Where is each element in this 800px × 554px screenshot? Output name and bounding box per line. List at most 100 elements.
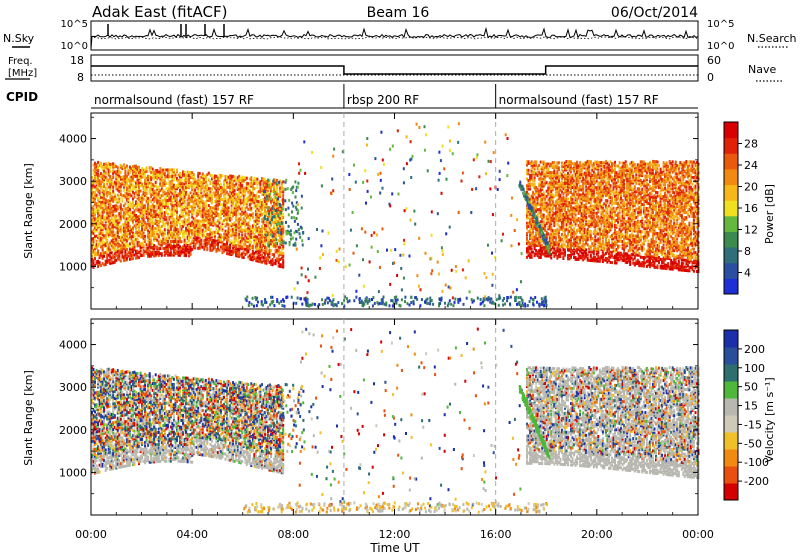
- power-cell: [259, 188, 262, 192]
- power-cell: [217, 245, 219, 248]
- power-cell: [141, 202, 144, 206]
- power-cell: [150, 184, 153, 188]
- power-cell: [97, 264, 100, 268]
- power-cell: [145, 176, 148, 180]
- power-cell: [271, 230, 274, 234]
- power-cell: [172, 212, 175, 216]
- power-cell: [166, 192, 169, 196]
- power-cell: [156, 238, 159, 242]
- power-cell: [215, 203, 218, 207]
- power-cell: [257, 200, 260, 204]
- power-cell: [101, 178, 104, 182]
- power-cell: [142, 216, 145, 220]
- power-cell: [248, 197, 251, 201]
- power-cell: [118, 195, 121, 199]
- power-cell: [529, 211, 532, 215]
- power-cell: [118, 200, 121, 204]
- power-cell: [544, 201, 547, 205]
- power-cell: [110, 220, 113, 224]
- power-cell: [179, 183, 181, 187]
- power-cell: [223, 213, 225, 217]
- power-cell: [150, 239, 153, 243]
- power-cell: [557, 161, 560, 165]
- power-cell: [165, 240, 168, 243]
- power-cell: [92, 262, 95, 266]
- power-cell: [171, 207, 174, 211]
- power-cell: [262, 250, 265, 254]
- power-cell: [271, 207, 274, 211]
- power-cell: [197, 229, 200, 233]
- power-cell: [259, 260, 262, 264]
- power-cell: [379, 178, 382, 182]
- power-cell: [189, 242, 192, 246]
- power-cell: [118, 184, 121, 188]
- power-cell: [177, 219, 180, 223]
- power-cell: [235, 213, 238, 217]
- power-cell: [110, 213, 113, 217]
- power-cell: [271, 234, 274, 238]
- power-cell: [238, 193, 241, 197]
- power-cell: [135, 168, 137, 171]
- power-cell: [538, 235, 541, 239]
- power-cell: [233, 194, 236, 198]
- power-cell: [227, 194, 230, 198]
- power-cell: [171, 204, 174, 208]
- power-cell: [124, 233, 127, 236]
- power-cell: [171, 221, 174, 225]
- power-cell: [408, 303, 411, 307]
- power-cell: [94, 177, 96, 180]
- freq-traces: [91, 65, 698, 76]
- power-cell: [210, 211, 213, 215]
- power-cell: [189, 229, 192, 232]
- power-cell: [206, 207, 209, 211]
- power-cell: [556, 181, 559, 185]
- power-cell: [148, 217, 151, 221]
- power-cell: [241, 252, 244, 256]
- power-cell: [157, 187, 160, 191]
- power-cell: [441, 289, 444, 293]
- power-cell: [195, 210, 198, 214]
- power-cell: [169, 226, 172, 230]
- power-cell: [153, 250, 156, 254]
- power-cell: [402, 276, 405, 280]
- power-cell: [163, 180, 166, 184]
- power-cell: [261, 204, 263, 208]
- power-cell: [547, 211, 550, 215]
- power-cell: [191, 188, 194, 192]
- power-cell: [230, 234, 233, 238]
- power-cell: [539, 254, 542, 258]
- power-cell: [204, 201, 207, 205]
- power-cell: [168, 192, 171, 196]
- power-cell: [112, 247, 115, 251]
- power-cell: [289, 229, 292, 233]
- power-cell: [267, 188, 269, 192]
- power-cell: [128, 182, 131, 186]
- power-cell: [206, 173, 209, 177]
- power-cell: [355, 295, 358, 299]
- power-cell: [538, 250, 541, 254]
- power-cell: [538, 172, 541, 176]
- power-cell: [542, 169, 545, 173]
- power-cell: [142, 209, 145, 213]
- power-cell: [229, 240, 232, 244]
- power-cell: [267, 199, 269, 203]
- power-cell: [527, 187, 530, 191]
- power-cell: [107, 178, 110, 182]
- power-cell: [544, 194, 547, 198]
- power-cell: [277, 208, 280, 212]
- power-cell: [162, 183, 165, 187]
- power-cell: [528, 300, 531, 303]
- power-cell: [245, 200, 248, 204]
- power-cell: [119, 206, 122, 210]
- power-cell: [112, 210, 115, 213]
- power-cell: [274, 234, 277, 238]
- power-cell: [232, 251, 235, 255]
- power-cell: [130, 245, 133, 249]
- power-cell: [548, 191, 551, 195]
- power-cell: [168, 253, 171, 257]
- power-cell: [201, 213, 204, 217]
- power-cell: [121, 180, 124, 184]
- power-cell: [541, 194, 544, 198]
- power-cell: [547, 217, 550, 220]
- power-cell: [125, 248, 128, 251]
